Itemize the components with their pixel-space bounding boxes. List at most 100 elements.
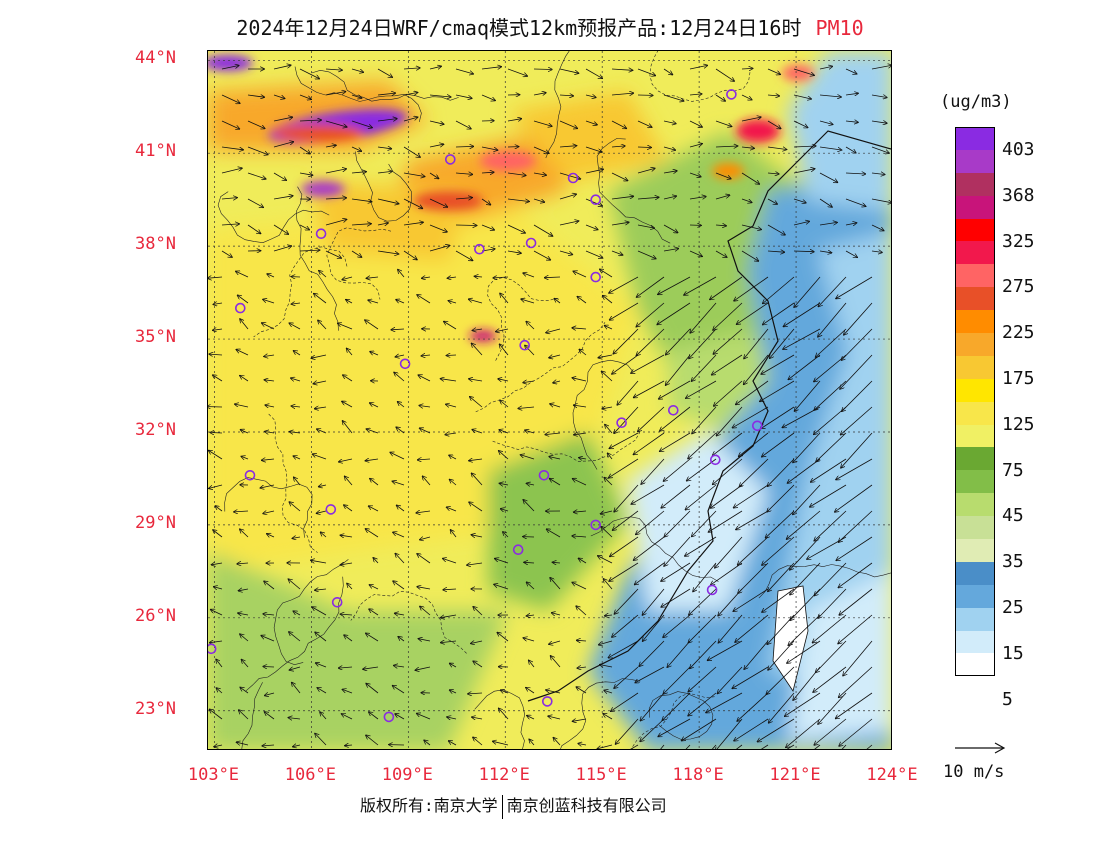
wind-vector: [242, 660, 249, 668]
wind-vector: [819, 222, 837, 226]
wind-vector: [525, 345, 535, 356]
wind-vector: [793, 94, 811, 99]
wind-vector: [527, 615, 535, 616]
wind-vector: [403, 198, 422, 208]
wind-vector: [291, 378, 301, 381]
wind-vector: [446, 404, 457, 407]
wind-vector: [521, 299, 535, 304]
wind-vector: [741, 68, 753, 69]
wind-vector: [347, 584, 353, 590]
wind-vector: [443, 559, 457, 564]
wind-vector: [769, 692, 795, 723]
wind-vector: [347, 349, 353, 356]
wind-vector: [762, 432, 795, 457]
wind-vector: [577, 297, 587, 304]
wind-vector: [472, 329, 483, 331]
wind-vector: [221, 120, 239, 129]
wind-vector: [573, 271, 587, 278]
wind-vector: [600, 269, 613, 278]
station-marker: [331, 596, 343, 608]
colorbar-cell: [955, 424, 995, 448]
wind-vector: [598, 556, 613, 564]
wind-vector: [342, 689, 353, 694]
wind-vector: [396, 427, 405, 434]
station-marker: [208, 643, 217, 655]
wind-vector: [845, 68, 857, 74]
wind-vector: [391, 329, 405, 330]
wind-vector: [315, 407, 327, 409]
wind-vector: [395, 714, 405, 720]
wind-vector: [734, 718, 769, 741]
wind-vector: [684, 276, 717, 295]
wind-vector: [793, 432, 821, 462]
wind-vector: [818, 276, 847, 307]
wind-vector: [658, 276, 691, 294]
wind-vector: [613, 328, 639, 354]
wind-vector: [819, 120, 833, 124]
wind-vector: [340, 535, 353, 537]
wind-vector: [663, 68, 672, 75]
wind-vector: [273, 94, 285, 99]
wind-vector: [549, 640, 561, 644]
wind-vector: [579, 558, 587, 564]
wind-vector: [455, 146, 473, 147]
wind-vector: [469, 459, 483, 461]
wind-vector: [744, 640, 769, 669]
wind-vector: [319, 485, 327, 487]
wind-vector: [403, 117, 418, 122]
wind-vector: [339, 667, 353, 668]
wind-vector: [585, 169, 603, 174]
wind-vector: [840, 354, 873, 389]
colorbar-tick-label: 325: [1002, 230, 1035, 252]
wind-vector: [686, 380, 717, 398]
wind-vector: [715, 146, 738, 147]
boundary-line: [268, 413, 318, 553]
wind-vector: [819, 198, 832, 207]
wind-vector: [689, 65, 707, 70]
wind-vector: [814, 510, 847, 541]
station-marker: [616, 417, 627, 429]
wind-vector: [273, 224, 288, 234]
wind-vector: [613, 510, 639, 530]
wind-vector: [449, 741, 457, 746]
colorbar-cell: [955, 401, 995, 425]
wind-vector: [688, 432, 717, 459]
longitude-label: 106°E: [284, 765, 336, 785]
wind-vector: [715, 195, 730, 200]
wind-vector: [836, 276, 873, 299]
wind-vector: [816, 640, 847, 672]
wind-vector: [521, 455, 535, 460]
wind-vector: [715, 536, 743, 568]
station-marker: [525, 237, 537, 249]
wind-vector: [403, 93, 418, 96]
wind-vector: [795, 380, 821, 411]
wind-vector: [527, 716, 535, 719]
wind-vector: [369, 712, 379, 720]
wind-vector: [498, 379, 509, 381]
wind-vector: [685, 484, 717, 510]
boundary-line: [326, 227, 392, 300]
wind-vector: [293, 745, 301, 747]
wind-vector: [839, 510, 873, 542]
wind-vector: [819, 66, 832, 69]
wind-vector: [786, 718, 821, 747]
wind-vector: [553, 562, 561, 563]
wind-vector: [221, 66, 239, 70]
wind-vector: [559, 120, 577, 128]
wind-vector: [417, 714, 431, 720]
wind-vector: [240, 687, 249, 694]
wind-vector: [611, 222, 629, 226]
wind-vector: [447, 717, 457, 719]
wind-vector: [247, 224, 261, 234]
wind-vector: [793, 484, 821, 515]
wind-vector: [602, 407, 613, 409]
wind-vector: [263, 299, 275, 304]
wind-vector: [553, 738, 561, 746]
wind-vector: [247, 198, 263, 207]
wind-vector: [503, 532, 509, 538]
map-title: 2024年12月24日WRF/cmaq模式12km预报产品:12月24日16时 P…: [0, 12, 1100, 41]
wind-vector: [737, 692, 769, 721]
boundary-line: [273, 559, 349, 666]
wind-vector: [845, 146, 856, 153]
wind-vector: [734, 276, 769, 301]
